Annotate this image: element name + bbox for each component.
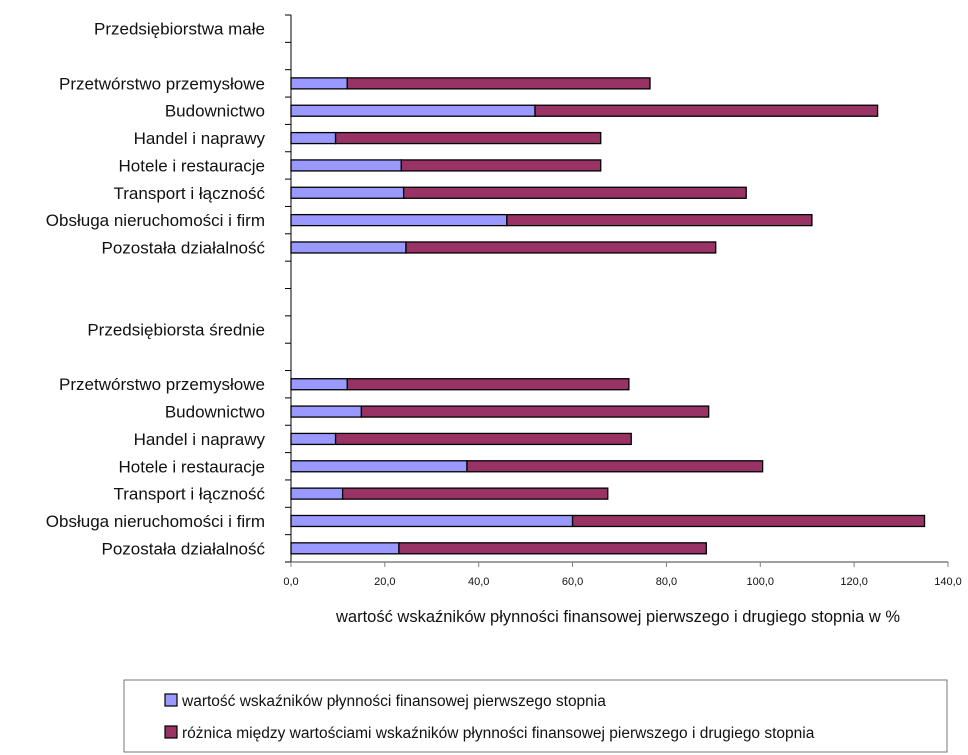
category-label: Pozostała działalność: [102, 238, 266, 257]
category-label: Przedsiębiorsta średnie: [87, 321, 265, 340]
category-label: Handel i naprawy: [134, 129, 266, 148]
bar-series-2: [571, 514, 926, 528]
category-label: Przedsiębiorstwa małe: [94, 20, 265, 39]
bar-series-2: [341, 487, 609, 500]
bar-series-1: [290, 186, 405, 199]
bar-series-1: [290, 241, 407, 254]
x-tick-label: 20,0: [374, 576, 395, 588]
x-tick-label: 0,0: [283, 576, 298, 588]
bar-series-2: [400, 159, 602, 172]
bar-series-1: [290, 487, 344, 500]
category-label: Budownictwo: [165, 403, 265, 422]
bar-series-2: [534, 104, 879, 117]
bar-series-2: [506, 213, 813, 227]
x-axis-label: wartość wskaźników płynności finansowej …: [335, 608, 900, 626]
category-label: Budownictwo: [165, 102, 265, 121]
x-tick-label: 120,0: [840, 576, 868, 588]
category-label: Transport i łączność: [114, 485, 266, 504]
bar-series-2: [360, 405, 710, 418]
category-labels: Przedsiębiorstwa małe Przetwórstwo przemy…: [46, 20, 266, 559]
bar-series-1: [290, 213, 508, 227]
category-label: Transport i łączność: [114, 184, 266, 203]
x-tick-label: 60,0: [562, 576, 583, 588]
bar-series-1: [290, 432, 337, 446]
category-label: Hotele i restauracje: [119, 156, 265, 175]
x-axis: 0,0 20,0 40,0 60,0 80,0 100,0 120,0 140,0: [283, 561, 962, 588]
bar-series-1: [290, 460, 468, 473]
bar-series-1: [290, 159, 402, 172]
bar-series-1: [290, 131, 337, 145]
bar-series-2: [334, 432, 632, 446]
legend-swatch-series-1: [164, 693, 178, 707]
x-tick-label: 80,0: [656, 576, 677, 588]
bar-series-2: [346, 77, 651, 90]
legend-swatch-series-2: [164, 725, 178, 739]
category-label: Hotele i restauracje: [119, 457, 265, 476]
x-tick-label: 140,0: [934, 576, 962, 588]
x-tick-label: 40,0: [468, 576, 489, 588]
plot-area: [285, 14, 926, 563]
category-label: Obsługa nieruchomości i firm: [46, 512, 265, 531]
category-label: Handel i naprawy: [134, 430, 266, 449]
bar-series-1: [290, 77, 348, 90]
bar-series-2: [334, 131, 602, 145]
bar-series-1: [290, 542, 400, 555]
bar-series-2: [402, 186, 747, 199]
bar-series-1: [290, 104, 536, 117]
legend-label-series-2: różnica między wartościami wskaźników pł…: [182, 725, 815, 742]
bar-series-1: [290, 378, 348, 391]
bar-series-2: [466, 460, 764, 473]
category-label: Pozostała działalność: [102, 539, 266, 558]
bar-series-1: [290, 514, 574, 528]
category-label: Obsługa nieruchomości i firm: [46, 211, 265, 230]
legend: wartość wskaźników płynności finansowej …: [123, 679, 948, 753]
bar-series-1: [290, 405, 363, 418]
category-label: Przetwórstwo przemysłowe: [59, 74, 265, 93]
legend-box: [123, 679, 948, 753]
x-tick-label: 100,0: [747, 576, 775, 588]
category-label: Przetwórstwo przemysłowe: [59, 375, 265, 394]
bar-series-2: [346, 378, 630, 391]
bar-series-2: [398, 542, 707, 555]
bar-series-2: [405, 241, 717, 254]
legend-label-series-1: wartość wskaźników płynności finansowej …: [181, 693, 606, 710]
